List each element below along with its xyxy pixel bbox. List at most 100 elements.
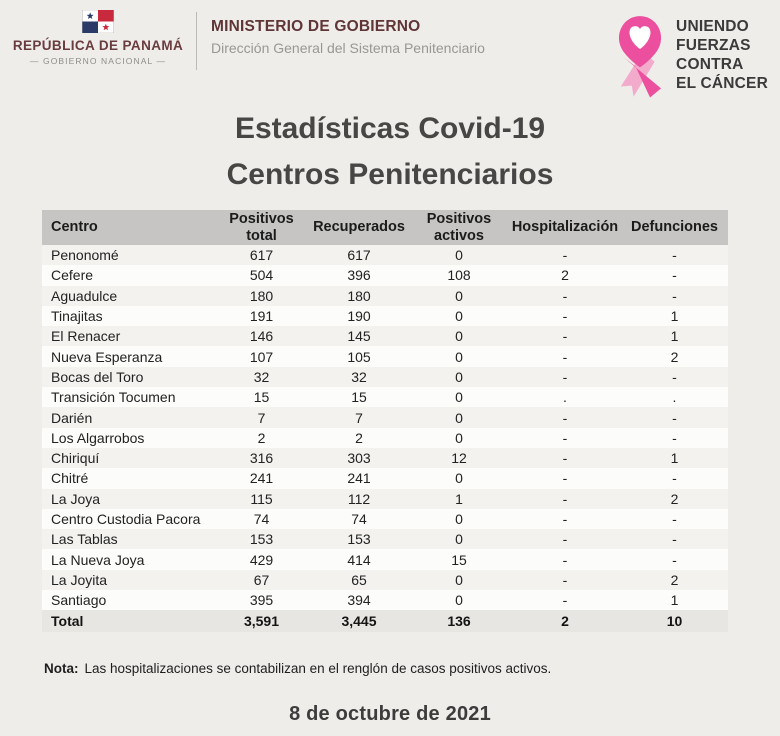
table-row: Nueva Esperanza 107 105 0 - 2 bbox=[42, 346, 728, 367]
cell-value: - bbox=[562, 571, 568, 588]
cell-value: 2 bbox=[670, 348, 679, 365]
cell-value: 0 bbox=[455, 308, 463, 325]
cell-value: 115 bbox=[250, 490, 273, 507]
cell-value: - bbox=[562, 551, 568, 568]
center-name: Cefere bbox=[51, 267, 94, 284]
table-row: El Renacer 146 145 0 - 1 bbox=[42, 326, 728, 347]
cell-value: 2 bbox=[355, 429, 363, 446]
cell-value: 241 bbox=[249, 470, 274, 487]
table-row: Las Tablas 153 153 0 - - bbox=[42, 529, 728, 550]
ministry-block: MINISTERIO DE GOBIERNO Dirección General… bbox=[211, 8, 608, 56]
cell-value: - bbox=[562, 531, 568, 548]
table-row: Penonomé 617 617 0 - - bbox=[42, 245, 728, 266]
cell-value: - bbox=[672, 287, 677, 304]
cancer-campaign-block: UNIENDO FUERZAS CONTRA EL CÁNCER bbox=[608, 8, 774, 101]
cell-value: 395 bbox=[249, 592, 274, 609]
cell-value: - bbox=[562, 247, 568, 264]
cell-value: 0 bbox=[455, 247, 463, 264]
table-row: Cefere 504 396 108 2 - bbox=[42, 265, 728, 286]
center-name: Total bbox=[51, 613, 84, 630]
cell-value: 0 bbox=[455, 571, 463, 588]
table-head: Centro Positivos total Recuperados Positivo… bbox=[42, 210, 728, 245]
cell-value: 396 bbox=[347, 267, 371, 284]
center-name: Centro Custodia Pacora bbox=[51, 511, 201, 527]
cell-value: - bbox=[562, 409, 568, 426]
footnote-label: Nota: bbox=[44, 661, 79, 677]
table-row: La Nueva Joya 429 414 15 - - bbox=[42, 549, 728, 570]
center-name: La Nueva Joya bbox=[51, 551, 145, 568]
center-name: La Joya bbox=[51, 490, 101, 507]
cell-value: - bbox=[562, 287, 568, 304]
cell-value: 180 bbox=[347, 287, 371, 304]
cell-value: . bbox=[672, 389, 677, 406]
title-line-2: Centros Penitenciarios bbox=[226, 158, 554, 191]
page-header: REPÚBLICA DE PANAMÁ — GOBIERNO NACIONAL … bbox=[0, 0, 780, 100]
cell-value: - bbox=[562, 470, 568, 487]
cell-value: 617 bbox=[347, 247, 371, 264]
center-name: Bocas del Toro bbox=[51, 368, 144, 385]
cell-value: . bbox=[563, 389, 567, 406]
center-name: El Renacer bbox=[51, 328, 121, 345]
cell-value: - bbox=[562, 368, 568, 385]
center-name: Chitré bbox=[51, 470, 89, 487]
table-row: La Joyita 67 65 0 - 2 bbox=[42, 569, 728, 591]
total-row: Total 3,591 3,445 136 2 10 bbox=[42, 610, 728, 633]
cell-value: - bbox=[672, 551, 677, 568]
page-title: Estadísticas Covid-19 Centros Penitencia… bbox=[0, 106, 780, 198]
cell-value: 108 bbox=[447, 267, 471, 284]
title-line-1: Estadísticas Covid-19 bbox=[234, 112, 546, 145]
cell-value: - bbox=[672, 368, 677, 385]
cell-value: 504 bbox=[249, 267, 274, 284]
cell-value: - bbox=[562, 450, 568, 467]
column-header: Recuperados bbox=[309, 210, 409, 245]
center-name: La Joyita bbox=[51, 571, 108, 588]
center-name: Tinajitas bbox=[51, 308, 103, 325]
cell-value: 2 bbox=[561, 613, 569, 630]
cell-value: 107 bbox=[249, 348, 274, 365]
cell-value: 1 bbox=[670, 450, 679, 467]
cell-value: 145 bbox=[347, 328, 371, 345]
cell-value: - bbox=[672, 267, 677, 284]
footnote-text: Las hospitalizaciones se contabilizan en… bbox=[84, 661, 552, 677]
center-name: Chiriquí bbox=[51, 450, 100, 467]
cell-value: - bbox=[562, 490, 568, 507]
cell-value: 394 bbox=[347, 592, 371, 609]
cell-value: 2 bbox=[670, 571, 679, 588]
table-row: Santiago 395 394 0 - 1 bbox=[42, 590, 728, 611]
center-name: Penonomé bbox=[51, 247, 119, 264]
cell-value: 153 bbox=[347, 531, 371, 548]
cell-value: 180 bbox=[249, 287, 274, 304]
cell-value: - bbox=[672, 409, 677, 426]
cell-value: 191 bbox=[249, 308, 274, 325]
cell-value: 15 bbox=[451, 551, 467, 568]
cell-value: 316 bbox=[249, 450, 274, 467]
column-header: Centro bbox=[42, 210, 214, 245]
cell-value: - bbox=[562, 308, 568, 325]
center-name: Darién bbox=[51, 409, 93, 426]
cell-value: 153 bbox=[249, 531, 274, 548]
cell-value: 2 bbox=[561, 267, 569, 284]
cell-value: 0 bbox=[455, 470, 463, 487]
cell-value: 0 bbox=[455, 409, 463, 426]
cell-value: 2 bbox=[257, 429, 266, 446]
cell-value: - bbox=[672, 511, 677, 527]
cell-value: 15 bbox=[351, 389, 367, 406]
cancer-line: EL CÁNCER bbox=[676, 75, 768, 93]
cell-value: 617 bbox=[249, 247, 274, 264]
cell-value: 0 bbox=[455, 389, 463, 406]
cell-value: 1 bbox=[670, 328, 679, 345]
table-row: Transición Tocumen 15 15 0.. bbox=[42, 387, 728, 408]
cell-value: 12 bbox=[451, 450, 467, 467]
cell-value: 1 bbox=[670, 308, 679, 325]
table-row: Chitré 241 241 0 - - bbox=[42, 468, 728, 489]
column-header: Hospitalización bbox=[509, 210, 621, 245]
cell-value: 74 bbox=[351, 511, 367, 527]
cell-value: - bbox=[672, 247, 677, 264]
cell-value: 7 bbox=[355, 409, 363, 426]
cell-value: - bbox=[672, 429, 677, 446]
center-name: Transición Tocumen bbox=[51, 389, 176, 406]
pink-ribbon-icon bbox=[619, 16, 662, 98]
republic-label: REPÚBLICA DE PANAMÁ bbox=[12, 38, 184, 53]
cell-value: 1 bbox=[455, 490, 463, 507]
column-header: Defunciones bbox=[621, 210, 728, 245]
